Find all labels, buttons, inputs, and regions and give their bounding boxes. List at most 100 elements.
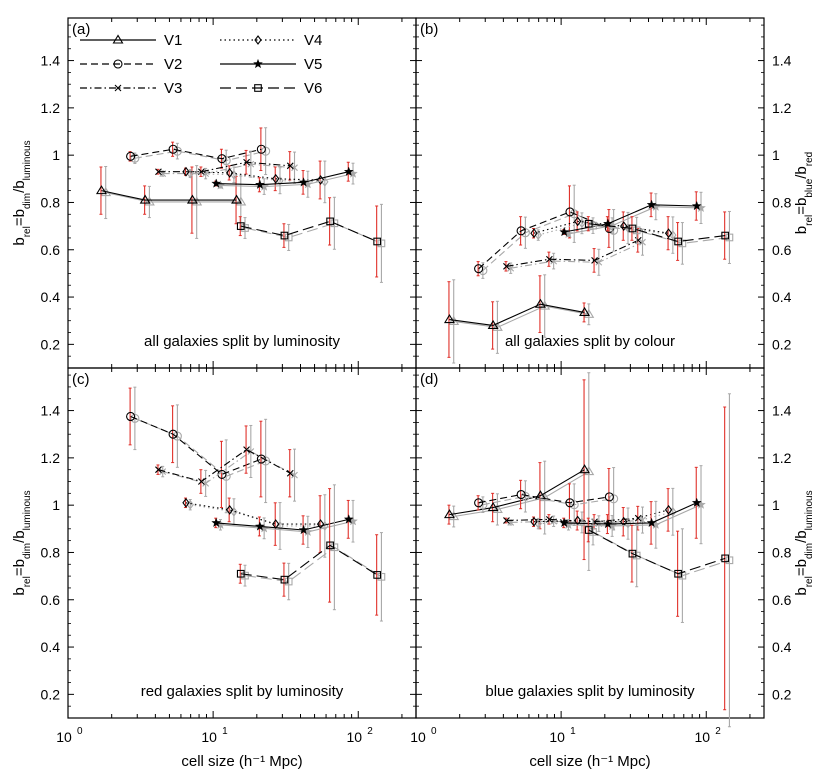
data-point	[217, 154, 227, 164]
data-point	[172, 431, 182, 441]
panel-label: (c)	[72, 371, 90, 388]
x-tick-exponent: 1	[222, 726, 228, 737]
data-point	[286, 162, 294, 170]
panel-label: (d)	[420, 371, 438, 388]
x-tick-exponent: 2	[715, 726, 721, 737]
series-line	[220, 520, 354, 533]
data-point	[595, 258, 603, 266]
panels-layer: 0.2 0.4 0.6 0.8 1 1.2 1.4 (a) all galaxies split…	[41, 17, 792, 745]
legend-entry-v3: V3	[80, 80, 182, 97]
series-line	[185, 502, 321, 525]
series-v2	[474, 467, 619, 531]
series-v5	[211, 499, 358, 548]
data-point	[591, 257, 598, 264]
legend-marker	[113, 59, 123, 69]
legend-marker	[114, 84, 122, 92]
series-line	[588, 223, 726, 243]
series-line	[538, 511, 673, 525]
data-point	[168, 429, 178, 439]
data-point	[539, 492, 551, 502]
data-point	[478, 500, 488, 510]
data-point	[280, 575, 289, 584]
series-v2	[126, 127, 271, 176]
data-point	[569, 500, 579, 510]
panel-d: 0.2 0.4 0.6 0.8 1 1.2 1.4 10 0 10 1 10 2 (d) blue gala…	[410, 367, 792, 745]
series-line	[130, 415, 262, 476]
data-point	[280, 231, 289, 240]
data-point	[516, 226, 526, 236]
data-point	[377, 572, 386, 581]
series-line	[240, 220, 378, 242]
series-line	[478, 211, 610, 270]
series-v6	[236, 196, 386, 283]
legend-entry-v4: V4	[220, 32, 322, 49]
data-point	[261, 146, 271, 156]
y-tick-label: 1.4	[41, 403, 61, 419]
legend-marker	[112, 34, 124, 44]
data-point	[474, 264, 484, 274]
series-line	[588, 529, 726, 575]
series-v6	[236, 484, 386, 622]
data-point	[130, 413, 140, 423]
data-point	[604, 492, 614, 502]
series-line	[533, 509, 669, 523]
y-tick-label: 1.2	[41, 100, 61, 116]
series-line	[130, 148, 262, 160]
series-line	[478, 493, 610, 504]
series-line	[510, 241, 643, 269]
data-point	[573, 216, 582, 227]
series-line	[533, 220, 669, 234]
data-point	[664, 504, 673, 515]
panel-frame	[415, 17, 765, 369]
series-line	[190, 504, 325, 527]
data-point	[254, 179, 265, 189]
x-axis-label-right: cell size (h⁻¹ Mpc)	[529, 753, 650, 770]
y-tick-label: 0.4	[41, 289, 61, 305]
x-tick-exponent: 1	[570, 726, 576, 737]
data-point	[646, 199, 657, 210]
data-point	[474, 498, 484, 508]
data-point	[186, 194, 198, 204]
series-v2	[126, 386, 271, 514]
data-point	[674, 569, 682, 578]
data-point	[377, 239, 386, 248]
data-point	[243, 158, 250, 166]
data-point	[545, 255, 553, 263]
data-point	[628, 224, 637, 233]
series-v5	[211, 161, 358, 198]
legend-marker	[254, 35, 262, 45]
data-point	[316, 519, 325, 529]
data-point	[330, 543, 339, 552]
data-point	[221, 156, 231, 166]
data-point	[202, 480, 210, 487]
data-point	[225, 167, 234, 178]
y-tick-label: 0.2	[772, 336, 792, 352]
panel-caption: all galaxies split by luminosity	[144, 333, 340, 350]
data-point	[443, 313, 455, 324]
data-point	[565, 207, 575, 217]
data-point	[478, 266, 488, 276]
y-tick-label: 0.2	[772, 686, 792, 702]
data-point	[579, 464, 591, 474]
series-v4	[530, 487, 677, 540]
legend-entry-v1: V1	[80, 32, 182, 49]
data-point	[530, 228, 538, 239]
series-line	[101, 190, 237, 201]
y-tick-label: 0.8	[772, 544, 792, 560]
data-point	[236, 569, 245, 578]
data-point	[565, 498, 575, 508]
data-point	[241, 571, 249, 580]
series-line	[216, 171, 349, 186]
panel-frame	[67, 367, 417, 719]
data-point	[254, 521, 265, 531]
data-point	[172, 146, 182, 156]
y-tick-label: 0.2	[41, 686, 61, 702]
data-point	[168, 144, 178, 154]
legend-entry-v5: V5	[220, 56, 322, 73]
data-point	[197, 478, 205, 485]
data-point	[503, 262, 510, 270]
data-point	[211, 517, 222, 528]
series-line	[185, 171, 321, 181]
y-tick-label: 0.6	[772, 592, 792, 608]
legend-label: V2	[164, 56, 182, 73]
